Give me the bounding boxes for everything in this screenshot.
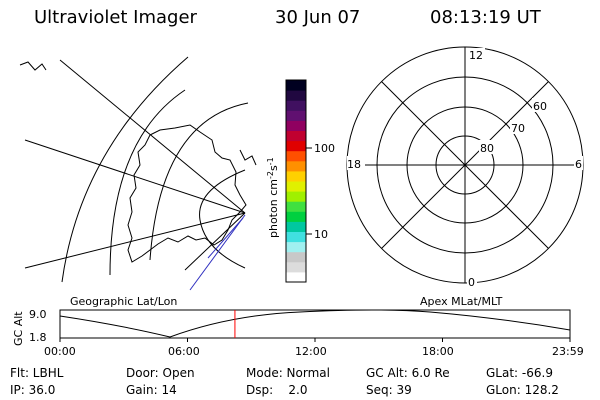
mlt-label-0: 0 — [468, 276, 475, 289]
map-lat-arc-2 — [109, 89, 186, 276]
map-meridian-3 — [24, 212, 246, 269]
lat-label-60: 60 — [533, 100, 547, 113]
coastline — [127, 124, 247, 263]
info-gain: Gain: 14 — [126, 383, 177, 397]
label-bg-6 — [574, 156, 583, 170]
label-bg-60 — [532, 98, 551, 112]
track-line-1 — [189, 214, 246, 291]
label-bg-0 — [467, 274, 477, 287]
colorbar-label-100: 100 — [314, 142, 335, 155]
map-lat-arc-1 — [61, 56, 189, 283]
colorbar-segment — [286, 251, 306, 263]
timeline-ytick-9: 9.0 — [29, 308, 47, 321]
label-bg-18 — [347, 156, 365, 170]
info-glat: GLat: -66.9 — [486, 366, 553, 380]
mlt-label-12: 12 — [469, 49, 483, 62]
timeline-left-label: Geographic Lat/Lon — [70, 295, 177, 308]
lat-label-80: 80 — [480, 142, 494, 155]
label-bg-70 — [510, 120, 529, 134]
timeline-frame — [59, 309, 571, 339]
altitude-curve — [59, 309, 571, 338]
colorbar-segment — [286, 191, 306, 202]
colorbar-label-10: 10 — [314, 228, 328, 241]
polar-plot — [346, 46, 584, 284]
colorbar-segment — [286, 150, 306, 162]
map-meridian-1 — [59, 59, 246, 214]
colorbar-segment — [286, 160, 306, 172]
timeline-xtick-3: 18:00 — [422, 345, 454, 358]
colorbar-segment — [286, 120, 306, 131]
date-label: 30 Jun 07 — [275, 7, 361, 28]
island — [19, 61, 47, 71]
info-gc-alt: GC Alt: 6.0 Re — [366, 366, 450, 380]
mlt-label-6: 6 — [575, 158, 582, 171]
track-line-2 — [207, 217, 244, 259]
colorbar-segment — [286, 80, 306, 91]
colorbar-unit-label: photon cm-2s-1 — [266, 157, 280, 238]
timeline-xtick-2: 12:00 — [295, 345, 327, 358]
app-title: Ultraviolet Imager — [34, 7, 197, 28]
colorbar-segment — [286, 110, 306, 121]
colorbar-frame — [285, 79, 307, 283]
colorbar-segment — [286, 140, 306, 152]
polar-diag-2 — [381, 81, 549, 249]
timeline-xtick-0: 00:00 — [44, 345, 76, 358]
timeline-ylabel: GC Alt — [12, 311, 25, 346]
colorbar-segment — [286, 170, 306, 182]
info-dsp: Dsp: 2.0 — [246, 383, 308, 397]
colorbar-segment — [286, 181, 306, 192]
map-lat-arc-3 — [149, 102, 249, 261]
colorbar-segment — [286, 90, 306, 101]
colorbar-segment — [286, 130, 306, 142]
info-glon: GLon: 128.2 — [486, 383, 559, 397]
label-bg-80 — [479, 140, 497, 154]
info-seq: Seq: 39 — [366, 383, 412, 397]
map-lat-arc-4 — [199, 169, 246, 269]
timeline-ytick-1.8: 1.8 — [29, 331, 47, 344]
time-label: 08:13:19 UT — [430, 7, 541, 28]
info-ip: IP: 36.0 — [10, 383, 56, 397]
color-scale-bar — [285, 79, 307, 283]
timeline-xtick-1: 06:00 — [168, 345, 200, 358]
timeline-x-ticks — [59, 338, 571, 342]
colorbar-segment — [286, 241, 306, 253]
label-bg-12 — [469, 48, 485, 61]
coast-detail — [239, 149, 257, 166]
timeline-xtick-4: 23:59 — [552, 345, 584, 358]
colorbar-segment — [286, 221, 306, 232]
colorbar-segment — [286, 201, 306, 212]
map-meridian-4 — [184, 212, 246, 271]
mlt-label-18: 18 — [347, 158, 361, 171]
info-mode: Mode: Normal — [246, 366, 330, 380]
colorbar-segment — [286, 100, 306, 111]
map-meridian-2 — [24, 139, 246, 214]
info-door: Door: Open — [126, 366, 195, 380]
colorbar-segment — [286, 231, 306, 243]
colorbar-segment — [286, 271, 306, 283]
colorbar-segment — [286, 261, 306, 273]
lat-label-70: 70 — [511, 122, 525, 135]
timeline-right-label: Apex MLat/MLT — [420, 295, 503, 308]
colorbar-segment — [286, 211, 306, 222]
geographic-map — [19, 56, 257, 291]
info-filter: Flt: LBHL — [10, 366, 64, 380]
